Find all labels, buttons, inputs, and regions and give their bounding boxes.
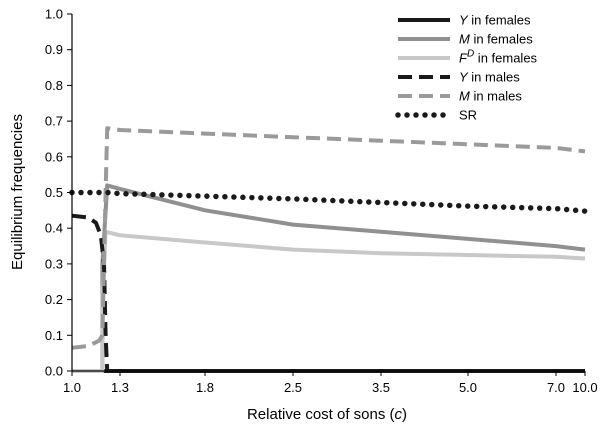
legend: Y in females M in females FD in females Y i… — [395, 13, 538, 123]
ticks: 1.0 1.3 1.8 2.5 3.5 5.0 7.0 10.0 0.0 0.1 0.2 0.3 0.4… — [45, 7, 598, 396]
y-tick-label: 0.4 — [45, 221, 63, 236]
x-tick-label: 7.0 — [547, 380, 565, 395]
series-line-1 — [72, 183, 586, 373]
y-tick-label: 0.1 — [45, 328, 63, 343]
y-tick-label: 0.0 — [45, 364, 63, 379]
series-line-2 — [72, 229, 586, 373]
legend-label-5: SR — [459, 108, 477, 123]
y-tick-label: 0.7 — [45, 114, 63, 129]
y-tick-label: 0.9 — [45, 42, 63, 57]
legend-label-2: FD in females — [459, 49, 538, 66]
y-tick-label: 0.3 — [45, 256, 63, 271]
axes — [71, 14, 585, 372]
x-axis-title: Relative cost of sons (c) — [247, 406, 407, 423]
legend-label-1: M in females — [459, 32, 533, 47]
y-axis-title: Equilibrium frequencies — [9, 114, 26, 270]
x-tick-label: 3.5 — [372, 380, 390, 395]
legend-label-0: Y in females — [459, 13, 531, 28]
y-tick-label: 0.6 — [45, 149, 63, 164]
x-tick-label: 1.0 — [63, 380, 81, 395]
y-tick-label: 0.8 — [45, 78, 63, 93]
x-tick-label: 2.5 — [284, 380, 302, 395]
x-tick-label: 10.0 — [572, 380, 597, 395]
plot-lines — [69, 126, 588, 373]
series-line-4 — [71, 126, 586, 350]
x-tick-label: 5.0 — [459, 380, 477, 395]
x-tick-label: 1.3 — [111, 380, 129, 395]
y-tick-label: 1.0 — [45, 7, 63, 22]
x-tick-label: 1.8 — [196, 380, 214, 395]
y-tick-label: 0.5 — [45, 185, 63, 200]
legend-label-3: Y in males — [459, 70, 520, 85]
y-tick-label: 0.2 — [45, 292, 63, 307]
legend-label-4: M in males — [459, 89, 522, 104]
